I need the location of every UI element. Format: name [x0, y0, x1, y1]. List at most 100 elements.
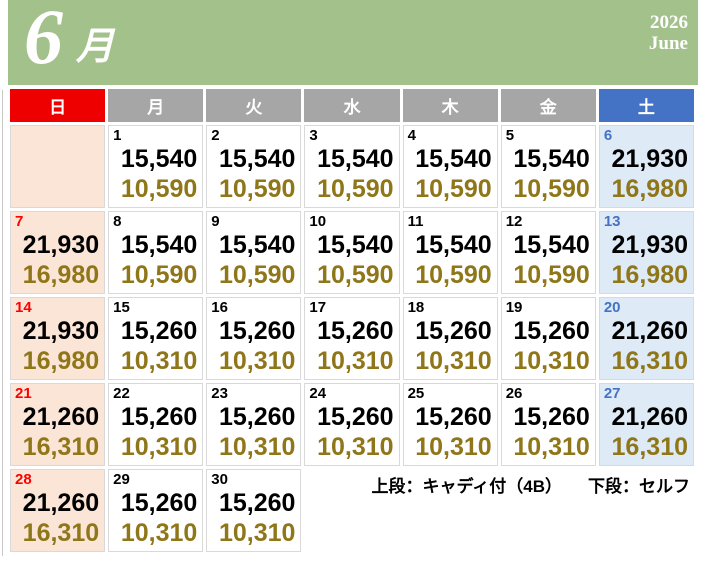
price-caddie: 15,260	[415, 403, 492, 431]
price-caddie: 21,930	[22, 231, 100, 259]
price-self: 10,590	[218, 175, 296, 203]
date-number: 7	[15, 213, 24, 230]
price-caddie: 15,260	[513, 317, 590, 345]
price-caddie: 15,260	[218, 317, 296, 345]
day-cell-24: 24 15,260 10,310	[304, 383, 400, 466]
month-header-banner: 6 月 2026 June	[8, 0, 698, 85]
day-cell-20: 20 21,260 16,310	[598, 297, 694, 380]
date-number	[15, 127, 99, 144]
day-cell-27: 27 21,260 16,310	[598, 383, 694, 466]
price-self: 10,590	[513, 261, 590, 289]
day-cell-5: 5 15,540 10,590	[500, 125, 596, 208]
weekday-header-thu: 木	[402, 89, 498, 122]
price-self: 10,310	[218, 519, 296, 547]
price-caddie: 15,260	[120, 317, 198, 345]
price-self: 16,310	[22, 519, 100, 547]
price-self: 10,310	[120, 433, 198, 461]
day-cell-empty	[10, 125, 106, 208]
month-kanji-label: 月	[76, 26, 115, 68]
price-caddie: 15,260	[120, 403, 198, 431]
date-number: 25	[407, 385, 425, 402]
date-number: 9	[211, 213, 220, 230]
date-number: 16	[211, 299, 228, 316]
day-cell-3: 3 15,540 10,590	[304, 125, 400, 208]
month-en-label: June	[648, 33, 688, 54]
price-caddie: 15,260	[317, 403, 394, 431]
price-caddie: 15,540	[120, 145, 198, 173]
day-cell-6: 6 21,930 16,980	[598, 125, 694, 208]
day-cell-12: 12 15,540 10,590	[500, 211, 596, 294]
price-self: 16,310	[22, 433, 100, 461]
price-self: 10,590	[120, 175, 198, 203]
legend-self-note: 下段：セルフ	[588, 477, 690, 496]
price-self: 16,980	[22, 347, 100, 375]
date-number: 18	[407, 299, 425, 316]
price-self: 10,590	[415, 175, 492, 203]
price-self: 10,590	[317, 175, 394, 203]
month-numeral: 6	[24, 0, 63, 80]
day-cell-29: 29 15,260 10,310	[108, 469, 204, 552]
day-cell-19: 19 15,260 10,310	[500, 297, 596, 380]
price-caddie: 15,260	[513, 403, 590, 431]
weekday-header-wed: 水	[304, 89, 400, 122]
price-caddie: 15,540	[415, 231, 492, 259]
price-self: 10,310	[415, 347, 492, 375]
price-self: 10,590	[317, 261, 394, 289]
day-cell-4: 4 15,540 10,590	[402, 125, 498, 208]
date-number: 17	[309, 299, 327, 316]
date-number: 30	[211, 471, 228, 488]
day-cell-28: 28 21,260 16,310	[10, 469, 106, 552]
price-self: 10,590	[513, 175, 590, 203]
weekday-header-fri: 金	[500, 89, 596, 122]
date-number: 24	[309, 385, 327, 402]
price-self: 10,310	[317, 347, 394, 375]
day-cell-22: 22 15,260 10,310	[108, 383, 204, 466]
price-self: 10,310	[317, 433, 394, 461]
price-self: 10,310	[120, 347, 198, 375]
price-self: 10,310	[513, 433, 590, 461]
date-number: 19	[505, 299, 523, 316]
day-cell-18: 18 15,260 10,310	[402, 297, 498, 380]
date-number: 8	[113, 213, 122, 230]
calendar-grid: 日月火水木金土 1 15,540 10,590 2 15,540 10,590 3 15,540…	[10, 89, 694, 552]
date-number: 23	[211, 385, 228, 402]
price-caddie: 15,540	[120, 231, 198, 259]
price-caddie: 15,260	[218, 489, 296, 517]
date-number: 28	[15, 471, 32, 488]
date-number: 29	[113, 471, 130, 488]
day-cell-23: 23 15,260 10,310	[206, 383, 302, 466]
price-self: 10,590	[218, 261, 296, 289]
day-cell-2: 2 15,540 10,590	[206, 125, 302, 208]
date-number: 1	[113, 127, 122, 144]
price-caddie: 21,930	[611, 145, 688, 173]
date-number: 3	[309, 127, 318, 144]
date-number: 6	[603, 127, 613, 144]
price-caddie: 15,540	[218, 231, 296, 259]
weekday-header-mon: 月	[108, 89, 204, 122]
price-self: 10,310	[218, 347, 296, 375]
price-caddie: 21,930	[611, 231, 688, 259]
price-self: 10,310	[218, 433, 296, 461]
date-number: 27	[603, 385, 621, 402]
date-number: 15	[113, 299, 130, 316]
day-cell-1: 1 15,540 10,590	[108, 125, 204, 208]
legend-caddie-note: 上段：キャディ付（4B）	[371, 477, 562, 496]
weekday-header-tue: 火	[206, 89, 302, 122]
price-self: 16,980	[611, 175, 688, 203]
price-self: 10,310	[415, 433, 492, 461]
price-self: 10,310	[513, 347, 590, 375]
price-caddie: 15,540	[218, 145, 296, 173]
price-caddie: 15,260	[317, 317, 394, 345]
price-caddie: 15,260	[218, 403, 296, 431]
date-number: 4	[407, 127, 416, 144]
day-cell-30: 30 15,260 10,310	[206, 469, 302, 552]
day-cell-7: 7 21,930 16,980	[10, 211, 106, 294]
day-cell-21: 21 21,260 16,310	[10, 383, 106, 466]
price-self: 10,590	[120, 261, 198, 289]
day-cell-8: 8 15,540 10,590	[108, 211, 204, 294]
left-edge-line	[2, 90, 3, 556]
price-self: 16,310	[611, 347, 688, 375]
year-label: 2026	[650, 12, 688, 33]
day-cell-15: 15 15,260 10,310	[108, 297, 204, 380]
day-cell-9: 9 15,540 10,590	[206, 211, 302, 294]
